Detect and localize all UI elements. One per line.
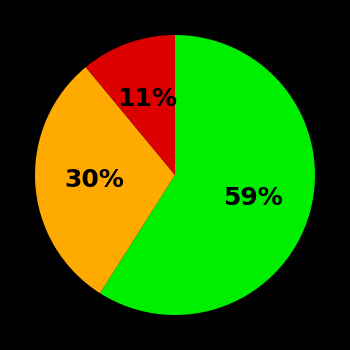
- Text: 59%: 59%: [223, 186, 283, 210]
- Text: 11%: 11%: [118, 86, 177, 111]
- Text: 30%: 30%: [64, 168, 124, 192]
- Wedge shape: [86, 35, 175, 175]
- Wedge shape: [100, 35, 315, 315]
- Wedge shape: [35, 67, 175, 293]
